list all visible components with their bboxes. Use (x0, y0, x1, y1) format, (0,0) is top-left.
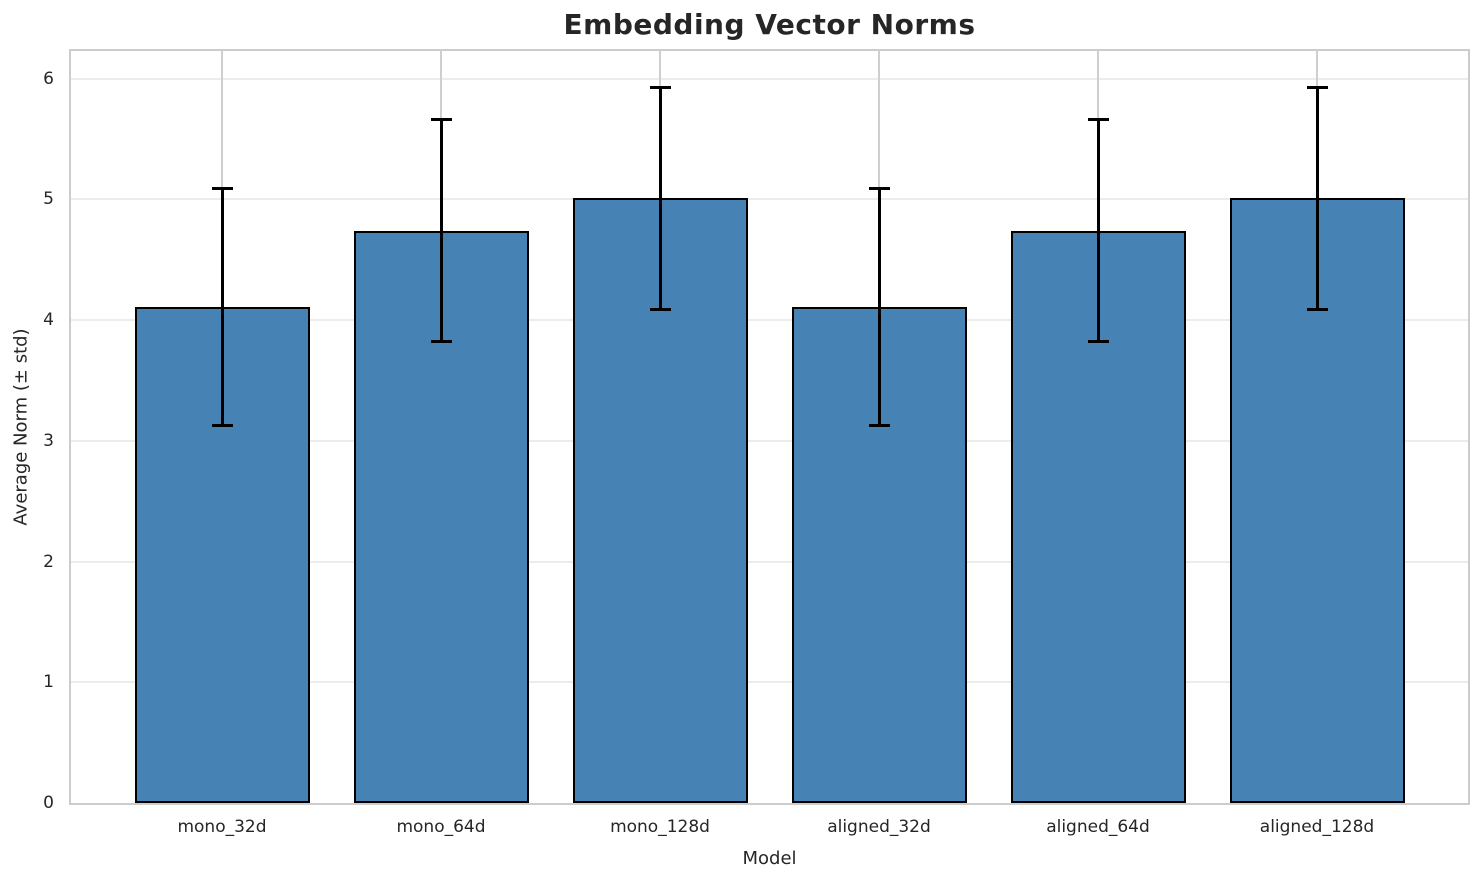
error-cap-bottom-mono_64d (430, 340, 452, 344)
y-tick-label: 3 (43, 430, 54, 451)
error-cap-top-mono_32d (211, 187, 233, 191)
error-cap-top-aligned_128d (1306, 85, 1328, 89)
error-cap-bottom-aligned_32d (868, 423, 890, 427)
y-tick-label: 2 (43, 551, 54, 572)
x-tick-label-mono_64d: mono_64d (396, 817, 486, 837)
y-tick-label: 4 (43, 310, 54, 331)
y-gridline (71, 681, 1468, 684)
error-cap-top-aligned_64d (1087, 118, 1109, 122)
y-gridline (71, 77, 1468, 80)
error-cap-bottom-aligned_128d (1306, 307, 1328, 311)
error-cap-bottom-aligned_64d (1087, 340, 1109, 344)
error-bar-aligned_32d (877, 188, 881, 426)
error-cap-bottom-mono_32d (211, 423, 233, 427)
error-cap-bottom-mono_128d (649, 307, 671, 311)
y-tick-label: 1 (43, 672, 54, 693)
x-tick-label-aligned_32d: aligned_32d (827, 817, 931, 837)
y-gridline (71, 439, 1468, 442)
plot-area (69, 49, 1470, 805)
chart-title: Embedding Vector Norms (563, 8, 976, 41)
error-bar-mono_32d (220, 188, 224, 426)
error-bar-mono_64d (439, 119, 443, 342)
y-tick-label: 0 (43, 793, 54, 813)
y-tick-label: 5 (43, 189, 54, 210)
error-bar-aligned_128d (1315, 87, 1319, 310)
y-axis-label: Average Norm (± std) (10, 328, 32, 526)
x-tick-label-aligned_128d: aligned_128d (1259, 817, 1375, 837)
error-cap-top-mono_128d (649, 85, 671, 89)
x-axis-label: Model (742, 848, 797, 869)
x-tick-label-mono_128d: mono_128d (610, 817, 710, 837)
error-bar-mono_128d (658, 87, 662, 310)
error-cap-top-aligned_32d (868, 187, 890, 191)
error-bar-aligned_64d (1096, 119, 1100, 342)
y-gridline (71, 198, 1468, 201)
y-gridline (71, 319, 1468, 322)
error-cap-top-mono_64d (430, 118, 452, 122)
x-tick-label-aligned_64d: aligned_64d (1046, 817, 1150, 837)
y-gridline (71, 560, 1468, 563)
y-tick-label: 6 (43, 68, 54, 89)
x-tick-label-mono_32d: mono_32d (177, 817, 267, 837)
